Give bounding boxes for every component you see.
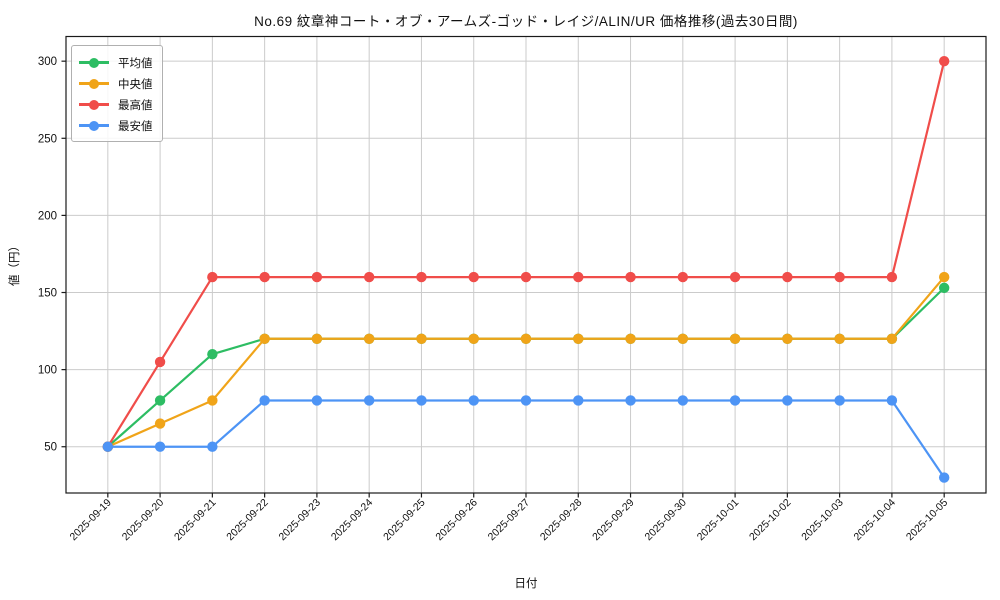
data-point[interactable]: [782, 271, 793, 283]
data-point[interactable]: [938, 55, 950, 67]
data-point[interactable]: [677, 271, 689, 283]
data-point[interactable]: [834, 395, 845, 406]
data-point[interactable]: [207, 271, 218, 283]
median-line-marker-icon: [79, 78, 109, 89]
max-line-marker-icon: [79, 99, 109, 110]
data-point[interactable]: [363, 271, 375, 283]
data-point[interactable]: [207, 395, 218, 406]
data-point[interactable]: [363, 395, 375, 406]
chart-title: No.69 紋章神コート・オブ・アームズ-ゴッド・レイジ/ALIN/UR 価格推…: [254, 14, 798, 29]
x-tick-label: 2025-09-24: [329, 497, 376, 544]
data-point[interactable]: [154, 441, 166, 452]
data-point[interactable]: [782, 333, 793, 344]
x-tick-label: 2025-10-02: [747, 497, 794, 544]
data-point[interactable]: [416, 333, 427, 344]
data-point[interactable]: [311, 395, 323, 406]
y-tick-label: 250: [38, 133, 57, 145]
x-tick-label: 2025-09-28: [538, 497, 585, 544]
x-tick-label: 2025-10-03: [799, 497, 846, 544]
data-point[interactable]: [938, 282, 950, 294]
data-point[interactable]: [886, 271, 898, 283]
data-point[interactable]: [625, 271, 636, 283]
y-tick-label: 50: [44, 442, 57, 454]
data-point[interactable]: [154, 418, 166, 429]
data-point[interactable]: [520, 271, 532, 283]
legend-item-average: 平均値: [79, 52, 154, 73]
data-point[interactable]: [154, 395, 166, 406]
x-tick-label: 2025-10-01: [695, 497, 742, 544]
data-point[interactable]: [677, 395, 689, 406]
data-point[interactable]: [207, 441, 218, 452]
data-point[interactable]: [311, 271, 323, 283]
legend-item-median: 中央値: [79, 73, 154, 94]
data-point[interactable]: [363, 333, 375, 344]
data-point[interactable]: [520, 395, 532, 406]
legend-label-average: 平均値: [118, 57, 153, 70]
data-point[interactable]: [938, 271, 950, 283]
data-point[interactable]: [468, 333, 479, 344]
x-tick-label: 2025-09-23: [277, 497, 324, 544]
data-point[interactable]: [938, 472, 950, 483]
data-point[interactable]: [207, 348, 218, 360]
x-tick-label: 2025-09-30: [642, 497, 689, 544]
data-point[interactable]: [782, 395, 793, 406]
data-point[interactable]: [573, 395, 584, 406]
data-point[interactable]: [520, 333, 532, 344]
data-point[interactable]: [729, 333, 741, 344]
x-tick-label: 2025-09-27: [486, 497, 533, 544]
data-point[interactable]: [573, 333, 584, 344]
data-point[interactable]: [416, 395, 427, 406]
legend-item-min: 最安値: [79, 115, 154, 136]
data-point[interactable]: [154, 356, 166, 368]
data-point[interactable]: [573, 271, 584, 283]
x-axis-label: 日付: [514, 578, 538, 590]
data-point[interactable]: [259, 271, 270, 283]
data-point[interactable]: [729, 395, 741, 406]
data-point[interactable]: [886, 333, 898, 344]
y-tick-label: 200: [38, 210, 57, 222]
data-point[interactable]: [834, 333, 845, 344]
legend-label-median: 中央値: [118, 78, 153, 91]
data-point[interactable]: [468, 271, 479, 283]
data-point[interactable]: [102, 441, 114, 452]
data-point[interactable]: [834, 271, 845, 283]
legend: 平均値 中央値 最高値 最安値: [71, 45, 163, 142]
data-point[interactable]: [729, 271, 741, 283]
y-tick-label: 300: [38, 56, 57, 68]
data-point[interactable]: [311, 333, 323, 344]
data-point[interactable]: [259, 333, 270, 344]
x-tick-label: 2025-09-20: [120, 497, 167, 544]
y-tick-label: 100: [38, 365, 57, 377]
min-line-marker-icon: [79, 120, 109, 131]
x-tick-label: 2025-09-26: [433, 497, 480, 544]
x-tick-label: 2025-09-25: [381, 497, 428, 544]
x-tick-label: 2025-09-29: [590, 497, 637, 544]
data-point[interactable]: [677, 333, 689, 344]
data-point[interactable]: [625, 333, 636, 344]
data-point[interactable]: [886, 395, 898, 406]
legend-label-min: 最安値: [118, 120, 153, 133]
data-point[interactable]: [468, 395, 479, 406]
data-point[interactable]: [259, 395, 270, 406]
average-line-marker-icon: [79, 57, 109, 68]
x-tick-label: 2025-09-22: [224, 497, 271, 544]
legend-label-max: 最高値: [118, 99, 153, 112]
x-tick-label: 2025-10-04: [852, 497, 899, 544]
x-tick-label: 2025-10-05: [904, 497, 951, 544]
y-axis-label: 値（円）: [9, 240, 21, 286]
x-tick-label: 2025-09-19: [67, 497, 114, 544]
legend-item-max: 最高値: [79, 94, 154, 115]
x-tick-label: 2025-09-21: [172, 497, 219, 544]
data-point[interactable]: [625, 395, 636, 406]
data-point[interactable]: [416, 271, 427, 283]
y-tick-label: 150: [38, 288, 57, 300]
